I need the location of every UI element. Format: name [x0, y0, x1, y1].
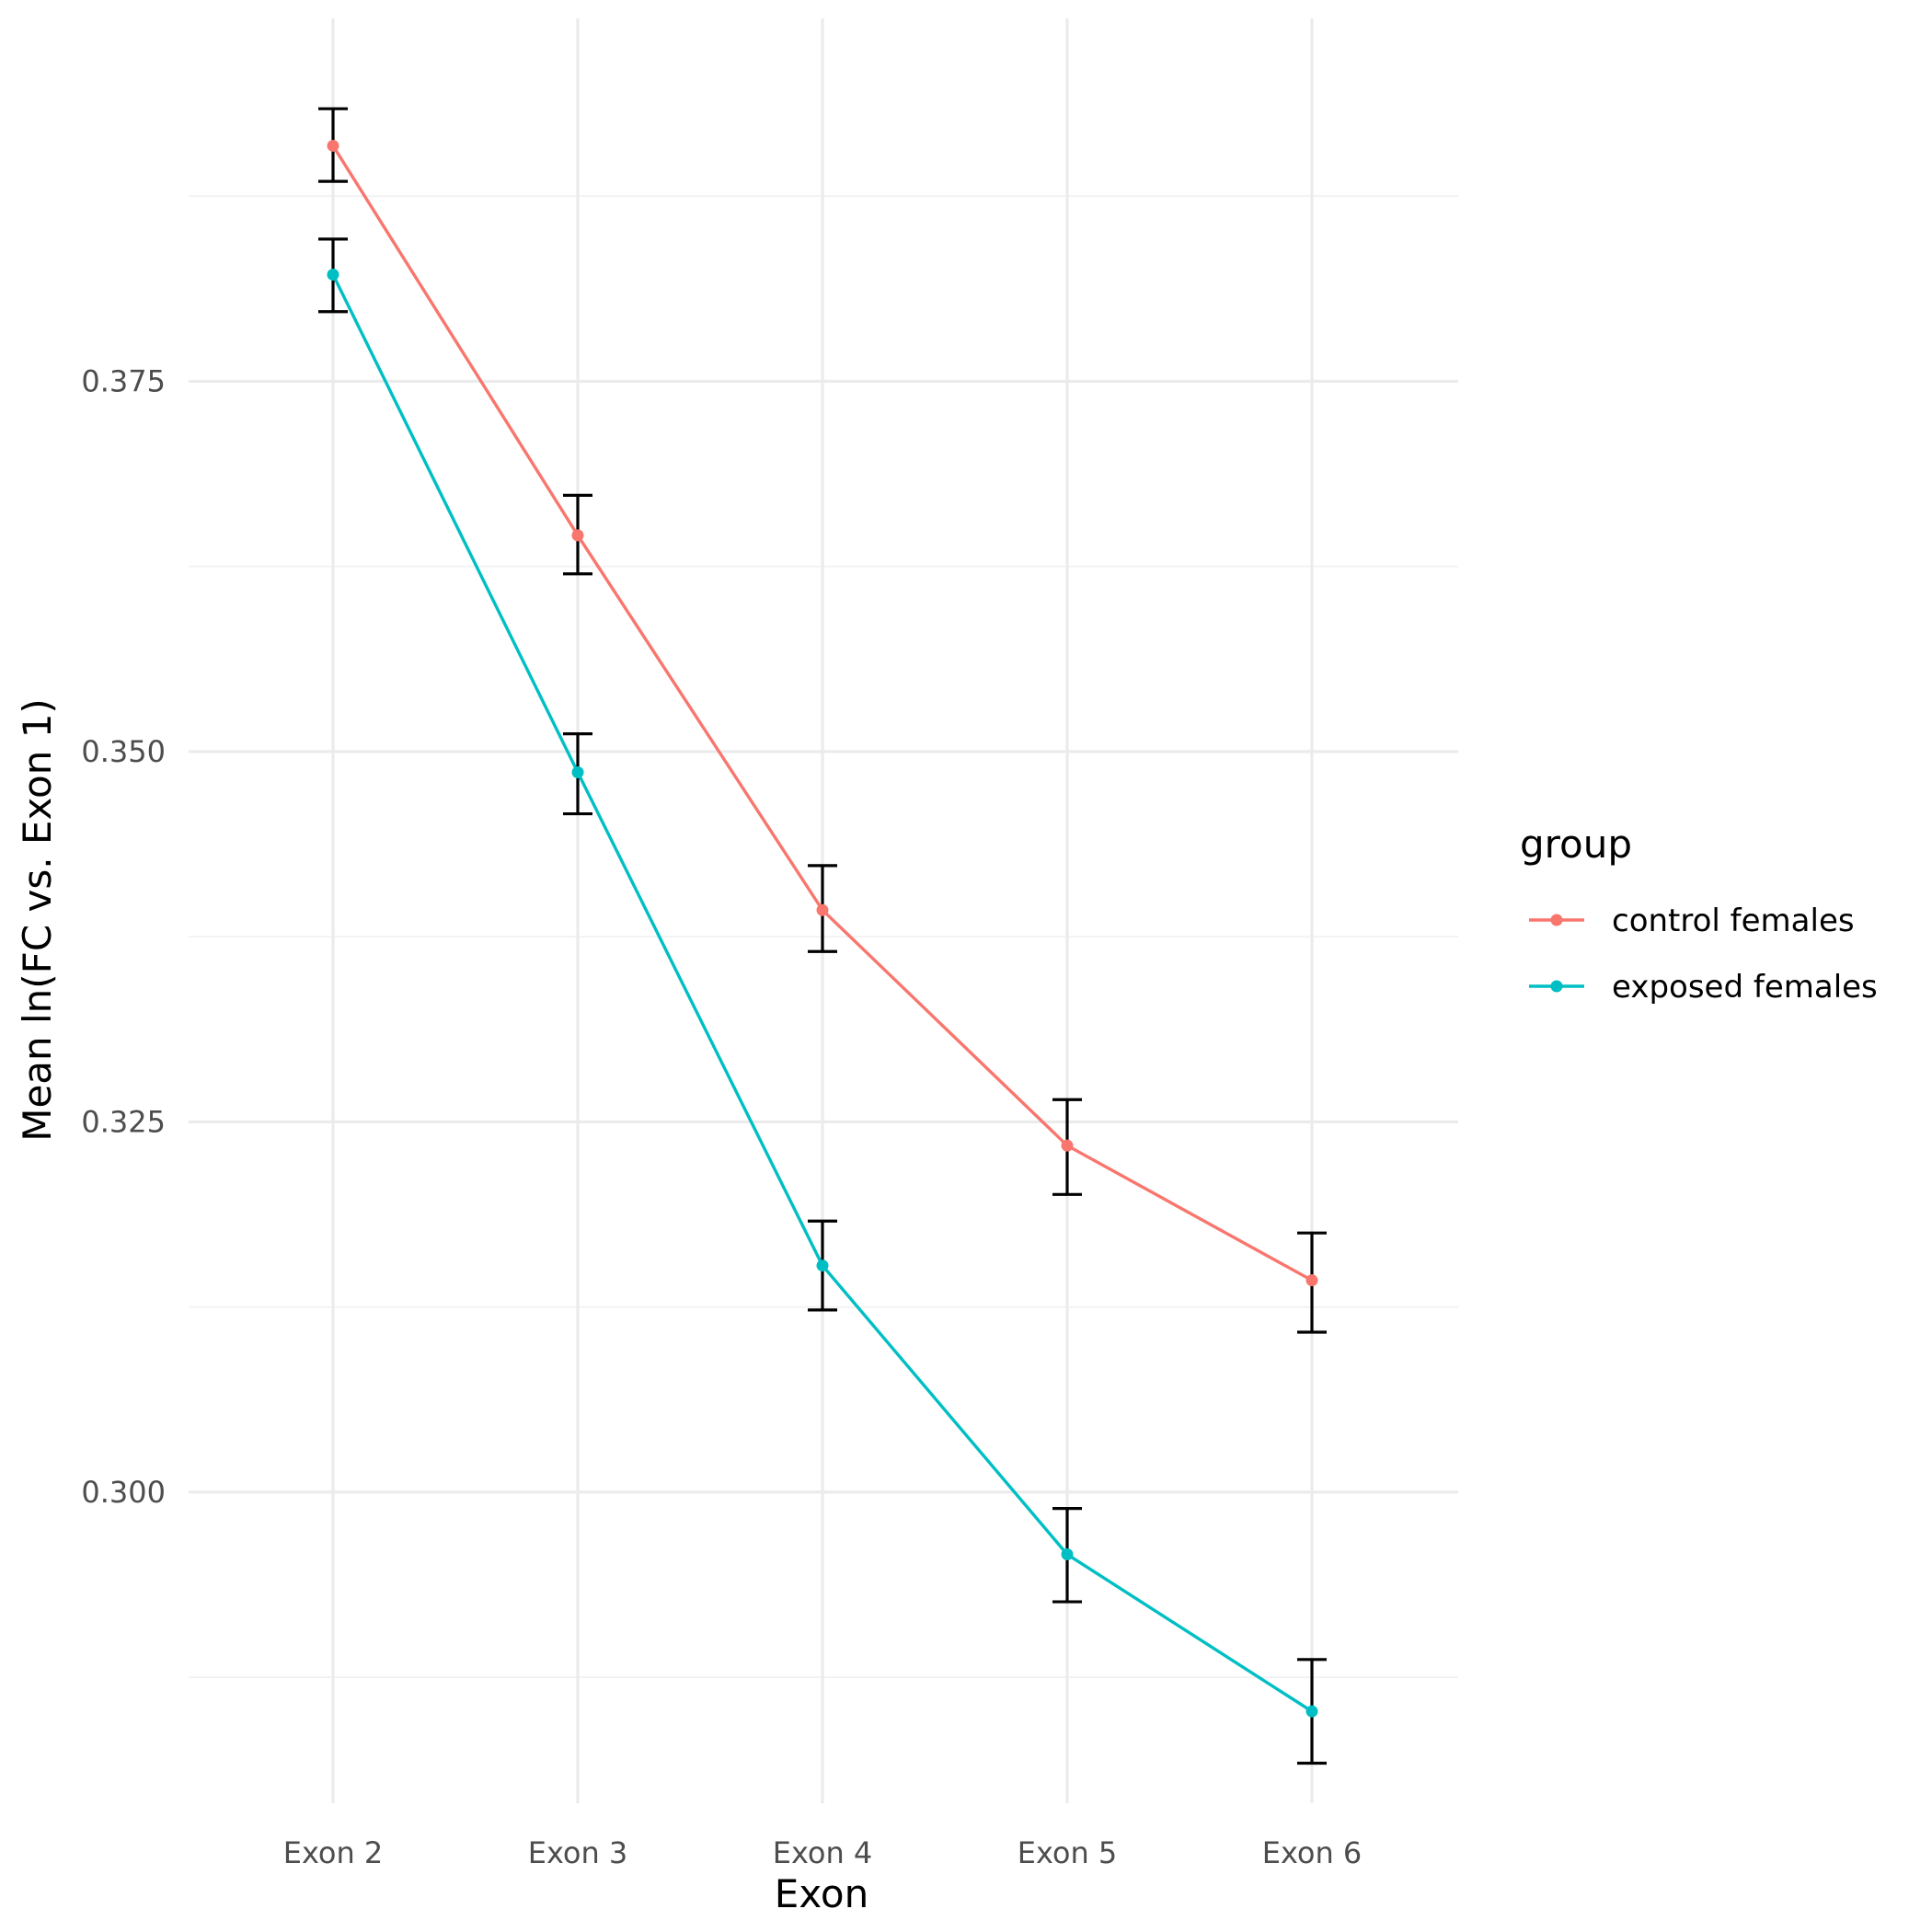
x-axis-title: Exon [775, 1871, 868, 1916]
data-point [1305, 1274, 1318, 1287]
data-point [571, 765, 584, 778]
legend-label: control females [1612, 903, 1855, 939]
legend-title: group [1520, 822, 1632, 867]
x-tick-label: Exon 5 [1018, 1835, 1118, 1870]
y-axis-title: Mean ln(FC vs. Exon 1) [15, 698, 60, 1142]
y-tick-label: 0.325 [81, 1104, 166, 1139]
data-point [1061, 1139, 1074, 1152]
legend: group control females exposed females [1520, 822, 1878, 1006]
tick-labels: 0.300 0.325 0.350 0.375 Exon 2 Exon 3 Exon 4 Ex… [81, 363, 1362, 1870]
data-point [1305, 1705, 1318, 1718]
grid [189, 18, 1458, 1803]
data-point [327, 139, 339, 152]
legend-key-point [1550, 914, 1563, 926]
y-tick-label: 0.350 [81, 734, 166, 769]
legend-item: control females [1529, 903, 1855, 939]
x-tick-label: Exon 6 [1262, 1835, 1363, 1870]
data-point [816, 1259, 829, 1272]
data-point [1061, 1548, 1074, 1561]
legend-key-point [1550, 980, 1563, 993]
data-points [327, 139, 1318, 1718]
x-tick-label: Exon 4 [773, 1835, 873, 1870]
y-tick-label: 0.300 [81, 1475, 166, 1510]
legend-label: exposed females [1612, 969, 1878, 1006]
data-point [816, 903, 829, 916]
legend-item: exposed females [1529, 969, 1878, 1006]
x-tick-label: Exon 3 [528, 1835, 628, 1870]
x-tick-label: Exon 2 [283, 1835, 384, 1870]
y-tick-label: 0.375 [81, 363, 166, 398]
data-point [571, 529, 584, 542]
data-point [327, 269, 339, 282]
